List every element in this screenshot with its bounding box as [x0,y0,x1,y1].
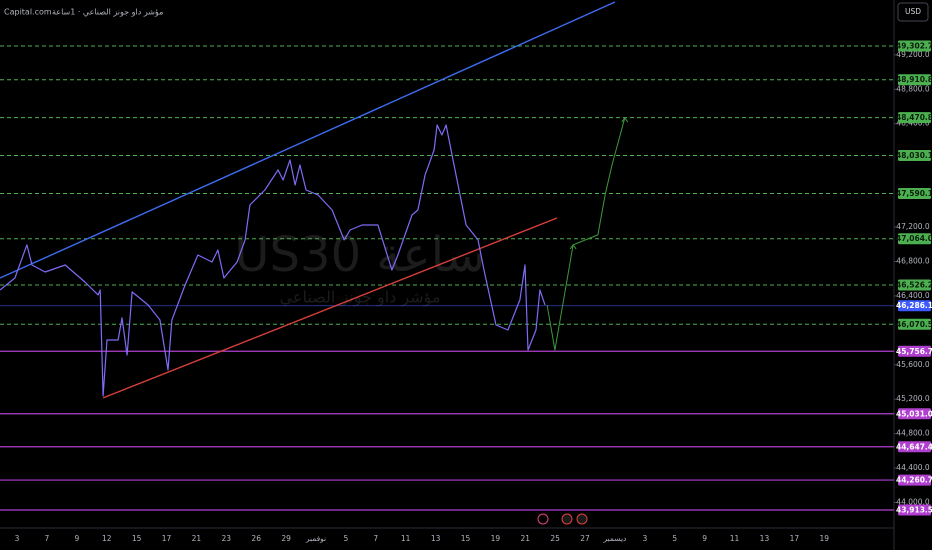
price-line [0,124,546,397]
event-icon[interactable] [576,513,588,525]
level-label: 46,286.1 [896,301,932,310]
level-label: 49,302.7 [896,41,932,50]
level-tag [898,279,931,291]
level-label: 48,910.8 [896,75,932,84]
x-tick-label: 7 [373,534,378,543]
level-tag [898,345,931,357]
level-tag [898,40,931,52]
projection-line [546,117,626,351]
watermark-subtitle: مؤشر داو جونز الصناعي [280,288,441,308]
y-tick-label: 48,400.0 [896,119,930,128]
x-tick-label: 7 [45,534,50,543]
x-tick-label: 9 [74,534,79,543]
x-tick-label: 3 [642,534,647,543]
level-label: 45,756.7 [896,347,932,356]
x-tick-label: 3 [15,534,20,543]
y-tick-label: 44,000.0 [896,498,930,507]
events [537,513,588,525]
y-tick-label: 46,800.0 [896,256,930,265]
level-tag [898,74,931,86]
level-label: 46,070.5 [896,320,932,329]
projection-arrow [569,244,577,250]
currency-button[interactable] [897,2,929,22]
x-tick-label: 13 [760,534,770,543]
x-tick-label: 12 [102,534,112,543]
level-tag [898,187,931,199]
y-tick-label: 44,800.0 [896,429,930,438]
source: Capital.com [4,8,52,17]
x-tick-label: 25 [550,534,560,543]
level-label: 48,470.8 [896,113,932,122]
level-label: 46,526.2 [896,281,932,290]
chart-title: مؤشر داو جونز الصناعي · 1ساعة [52,8,163,17]
level-label: 45,031.0 [896,409,932,418]
x-tick-label: نوفمبر [305,534,326,543]
x-tick-label: 21 [521,534,531,543]
level-tag [898,233,931,245]
x-tick-label: 17 [162,534,172,543]
trendline [0,1,616,279]
x-tick-label: 19 [491,534,501,543]
projection-arrow [621,117,629,123]
x-tick-label: 15 [132,534,142,543]
currency[interactable]: USD [905,7,921,16]
y-tick-label: 49,200.0 [896,50,930,59]
y-tick-label: 47,200.0 [896,222,930,231]
x-tick-label: 21 [192,534,202,543]
event-icon[interactable] [537,513,549,525]
x-tick-label: 13 [431,534,441,543]
level-tag [898,408,931,420]
x-tick-label: 26 [251,534,261,543]
level-label: 44,260.7 [896,476,932,485]
x-tick-label: 27 [580,534,590,543]
x-tick-label: 5 [344,534,349,543]
level-tag [898,150,931,162]
x-tick-label: 11 [401,534,411,543]
watermark: US30 ساعة [234,227,485,283]
y-tick-label: 44,400.0 [896,463,930,472]
level-tag [898,300,931,312]
level-tag [898,504,931,516]
level-tag [898,441,931,453]
x-tick-label: 9 [702,534,707,543]
trendline [102,217,558,399]
level-label: 44,647.4 [896,442,932,451]
event-icon[interactable] [561,513,573,525]
x-tick-label: 17 [790,534,800,543]
x-tick-label: 23 [222,534,232,543]
level-tag [898,112,931,124]
level-label: 47,590.1 [896,189,932,198]
x-tick-label: 5 [672,534,677,543]
y-tick-label: 45,200.0 [896,394,930,403]
level-label: 47,064.0 [896,234,932,243]
x-tick-label: 15 [461,534,471,543]
x-tick-label: 11 [730,534,740,543]
y-tick-label: 45,600.0 [896,360,930,369]
x-tick-label: ديسمبر [603,534,627,543]
level-label: 43,913.5 [896,505,932,514]
level-tag [898,474,931,486]
x-tick-label: 19 [819,534,829,543]
y-tick-label: 48,800.0 [896,84,930,93]
level-label: 48,030.1 [896,151,932,160]
y-tick-label: 46,400.0 [896,291,930,300]
x-tick-label: 29 [281,534,291,543]
level-tag [898,318,931,330]
